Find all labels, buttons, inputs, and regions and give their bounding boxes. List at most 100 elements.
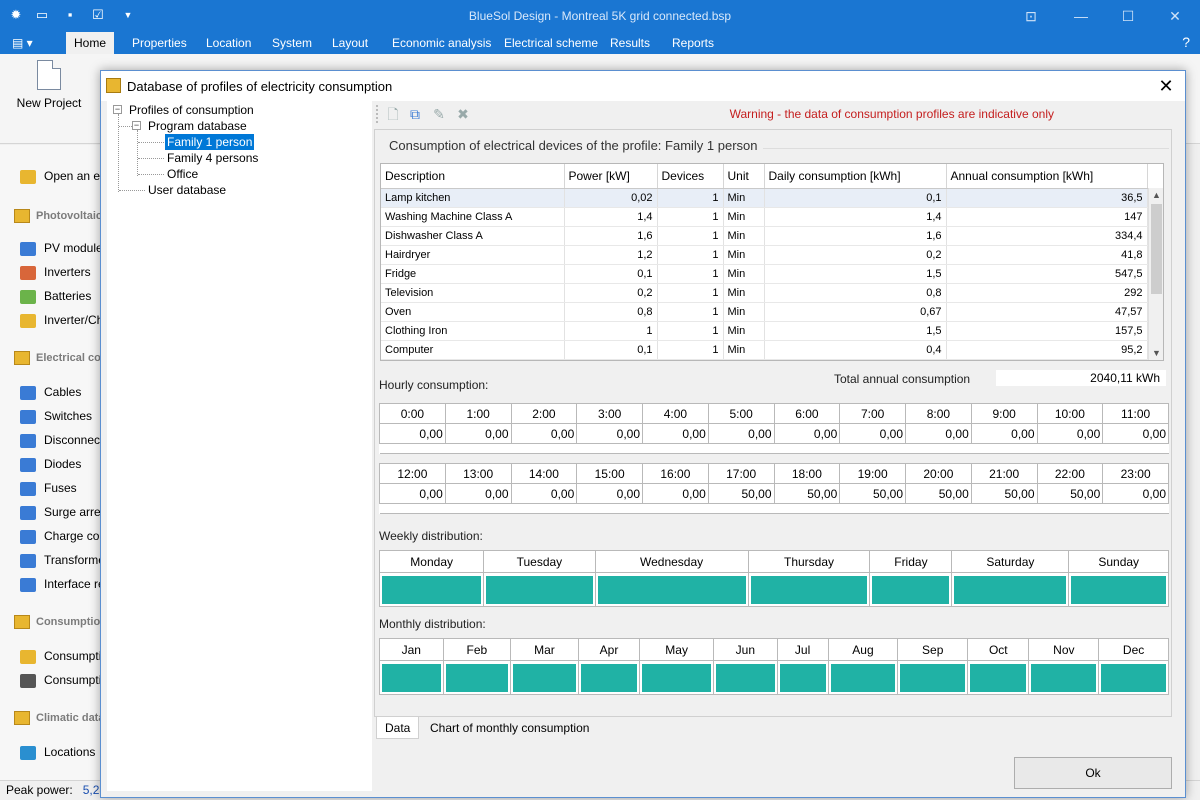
table-cell[interactable]: 0,4 [764,340,947,360]
table-cell[interactable]: Min [723,188,765,208]
hour-value-cell[interactable]: 0,00 [839,423,906,444]
table-cell[interactable]: 1 [657,340,724,360]
table-row[interactable]: Fridge 0,1 1 Min 1,5 547,5 [381,264,1148,284]
hour-value-cell[interactable]: 0,00 [510,423,578,444]
month-distribution-bar[interactable] [716,663,775,692]
hour-value-cell[interactable]: 50,00 [707,483,775,504]
table-cell[interactable]: 41,8 [946,245,1148,265]
table-cell[interactable]: 547,5 [946,264,1148,284]
day-distribution-bar[interactable] [872,575,950,604]
table-cell[interactable]: Dishwasher Class A [381,226,565,246]
month-distribution-bar[interactable] [1031,663,1097,692]
quick-access-dropdown-icon[interactable]: ▼ [123,10,133,20]
delete-profile-icon[interactable]: ✖ [457,106,469,122]
table-cell[interactable]: Min [723,226,765,246]
table-cell[interactable]: 0,1 [764,188,947,208]
copy-profile-icon[interactable]: ⧉ [410,106,420,122]
tree-node-program-database[interactable]: Program database [148,119,247,133]
table-cell[interactable]: 1 [564,321,658,341]
edit-profile-icon[interactable]: ✎ [433,106,445,122]
table-cell[interactable]: 1,6 [564,226,658,246]
table-cell[interactable]: 0,8 [564,302,658,322]
check-icon[interactable]: ☑ [92,7,104,22]
left-panel-item[interactable]: PV modules [20,239,109,257]
day-distribution-bar[interactable] [750,575,868,604]
table-row[interactable]: Dishwasher Class A 1,6 1 Min 1,6 334,4 [381,226,1148,246]
left-panel-item[interactable]: Charge con [20,527,106,545]
table-cell[interactable]: 1 [657,321,724,341]
left-panel-item[interactable]: Surge arres [20,503,107,521]
table-cell[interactable]: 1,6 [764,226,947,246]
table-cell[interactable]: Hairdryer [381,245,565,265]
ok-button[interactable]: Ok [1014,757,1172,789]
tab-electrical-scheme[interactable]: Electrical scheme [504,36,599,50]
hour-value-cell[interactable]: 0,00 [1102,423,1169,444]
month-distribution-bar[interactable] [1101,663,1166,692]
month-distribution-bar[interactable] [642,663,712,692]
dialog-close-button[interactable]: ✕ [1158,76,1174,96]
table-row[interactable]: Computer 0,1 1 Min 0,4 95,2 [381,340,1148,360]
tab-data[interactable]: Data [376,717,420,739]
column-header[interactable]: Description [381,164,565,189]
table-cell[interactable]: 0,02 [564,188,658,208]
hour-value-cell[interactable]: 50,00 [1036,483,1104,504]
tab-layout[interactable]: Layout [332,36,369,50]
month-distribution-bar[interactable] [513,663,576,692]
left-panel-item[interactable]: Interface re [20,575,105,593]
hour-value-cell[interactable]: 0,00 [444,483,512,504]
month-distribution-bar[interactable] [580,663,638,692]
hour-value-cell[interactable]: 0,00 [1102,483,1169,504]
month-distribution-bar[interactable] [970,663,1027,692]
table-cell[interactable]: Television [381,283,565,303]
table-cell[interactable]: 0,1 [564,340,658,360]
table-cell[interactable]: 1 [657,207,724,227]
scroll-thumb[interactable] [1151,204,1162,294]
table-cell[interactable]: Fridge [381,264,565,284]
left-panel-item[interactable]: Batteries [20,287,91,305]
table-cell[interactable]: Clothing Iron [381,321,565,341]
table-cell[interactable]: 1,2 [564,245,658,265]
tab-results[interactable]: Results [610,36,651,50]
table-cell[interactable]: 0,67 [764,302,947,322]
tree-node-office[interactable]: Office [167,167,199,181]
tab-monthly-chart[interactable]: Chart of monthly consumption [430,721,590,735]
hour-value-cell[interactable]: 0,00 [707,423,775,444]
table-cell[interactable]: 147 [946,207,1148,227]
table-cell[interactable]: Washing Machine Class A [381,207,565,227]
table-cell[interactable]: 1,5 [764,264,947,284]
column-header[interactable]: Annual consumption [kWh] [946,164,1148,189]
hour-value-cell[interactable]: 0,00 [970,423,1038,444]
hour-value-cell[interactable]: 0,00 [642,483,709,504]
tab-properties[interactable]: Properties [132,36,187,50]
hour-value-cell[interactable]: 0,00 [905,423,972,444]
table-cell[interactable]: 1 [657,264,724,284]
table-cell[interactable]: 1 [657,302,724,322]
table-cell[interactable]: Min [723,321,765,341]
table-cell[interactable]: 334,4 [946,226,1148,246]
hour-value-cell[interactable]: 0,00 [1036,423,1104,444]
table-cell[interactable]: 1,4 [564,207,658,227]
tree-collapse-icon[interactable]: − [113,104,122,114]
left-panel-item[interactable]: Locations [20,743,95,761]
table-row[interactable]: Washing Machine Class A 1,4 1 Min 1,4 147 [381,207,1148,227]
column-header[interactable]: Unit [723,164,765,189]
table-cell[interactable]: 0,8 [764,283,947,303]
ribbon-display-icon[interactable]: ⊡ [1025,8,1037,24]
day-distribution-bar[interactable] [1071,575,1166,604]
table-cell[interactable]: Oven [381,302,565,322]
day-distribution-bar[interactable] [486,575,593,604]
column-header[interactable]: Devices [657,164,724,189]
hour-value-cell[interactable]: 0,00 [379,483,446,504]
day-distribution-bar[interactable] [954,575,1067,604]
table-cell[interactable]: Min [723,283,765,303]
day-distribution-bar[interactable] [597,575,746,604]
left-panel-item[interactable]: Open an ex [20,167,106,185]
hour-value-cell[interactable]: 0,00 [576,483,643,504]
month-distribution-bar[interactable] [382,663,441,692]
table-cell[interactable]: 292 [946,283,1148,303]
left-panel-item[interactable]: Inverters [20,263,91,281]
table-cell[interactable]: 0,2 [764,245,947,265]
table-cell[interactable]: 0,2 [564,283,658,303]
new-profile-icon[interactable]: 🗋 [387,106,399,122]
scroll-down-icon[interactable]: ▼ [1152,348,1161,358]
